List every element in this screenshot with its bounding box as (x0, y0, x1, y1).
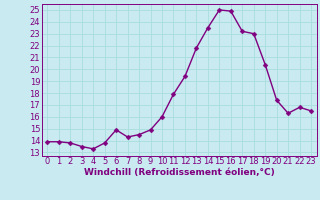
X-axis label: Windchill (Refroidissement éolien,°C): Windchill (Refroidissement éolien,°C) (84, 168, 275, 177)
